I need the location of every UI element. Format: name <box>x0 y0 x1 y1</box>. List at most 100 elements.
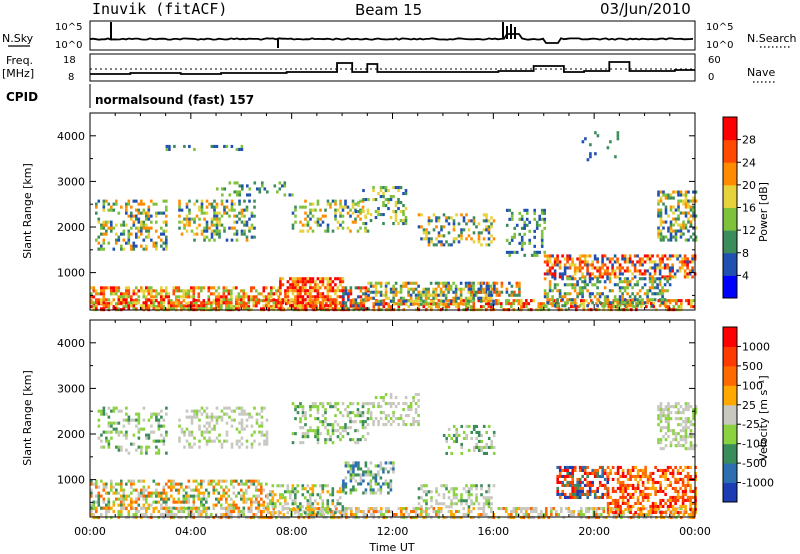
heatmap-cell <box>619 474 622 478</box>
heatmap-cell <box>614 510 617 514</box>
heatmap-cell <box>629 495 632 499</box>
heatmap-cell <box>614 498 617 502</box>
heatmap-cell <box>663 298 667 302</box>
heatmap-cell <box>145 488 148 492</box>
heatmap-cell <box>165 208 168 212</box>
heatmap-cell <box>372 491 375 495</box>
heatmap-cell <box>480 487 483 491</box>
heatmap-cell <box>568 471 572 475</box>
heatmap-cell <box>551 272 554 276</box>
heatmap-cell <box>142 292 146 296</box>
heatmap-cell <box>217 479 221 483</box>
heatmap-cell <box>351 220 355 224</box>
heatmap-cell <box>417 225 421 229</box>
heatmap-cell <box>551 304 554 308</box>
heatmap-cell <box>643 301 647 305</box>
heatmap-cell <box>684 214 688 218</box>
heatmap-cell <box>460 302 463 306</box>
heatmap-cell <box>336 301 340 305</box>
heatmap-cell <box>299 420 302 424</box>
heatmap-cell <box>447 490 451 494</box>
heatmap-cell <box>382 204 385 208</box>
heatmap-cell <box>331 499 335 503</box>
heatmap-cell <box>342 286 345 290</box>
heatmap-cell <box>238 439 241 443</box>
heatmap-cell <box>142 226 146 230</box>
heatmap-cell <box>304 217 307 221</box>
heatmap-cell <box>611 510 615 514</box>
heatmap-cell <box>326 280 330 284</box>
heatmap-cell <box>502 507 506 511</box>
heatmap-cell <box>359 467 363 471</box>
heatmap-cell <box>107 442 111 446</box>
heatmap-cell <box>304 286 307 290</box>
heatmap-cell <box>185 229 189 233</box>
heatmap-cell <box>586 492 589 496</box>
heatmap-cell <box>319 420 322 424</box>
heatmap-cell <box>455 496 458 500</box>
heatmap-cell <box>162 506 166 510</box>
heatmap-cell <box>366 229 370 233</box>
heatmap-cell <box>294 280 297 284</box>
heatmap-cell <box>638 289 642 293</box>
heatmap-cell <box>167 295 171 299</box>
heatmap-cell <box>240 424 244 428</box>
heatmap-cell <box>359 217 362 221</box>
heatmap-cell <box>127 289 131 293</box>
heatmap-cell <box>374 210 378 214</box>
heatmap-cell <box>692 205 695 209</box>
heatmap-cell <box>459 290 463 294</box>
heatmap-cell <box>688 272 692 276</box>
heatmap-cell <box>682 220 685 224</box>
heatmap-cell <box>227 301 231 305</box>
heatmap-cell <box>507 516 511 520</box>
heatmap-cell <box>316 429 320 433</box>
heatmap-cell <box>200 433 204 437</box>
heatmap-cell <box>120 244 123 248</box>
heatmap-cell <box>677 223 680 227</box>
heatmap-cell <box>145 286 148 290</box>
heatmap-cell <box>105 304 108 308</box>
heatmap-cell <box>210 217 214 221</box>
heatmap-cell <box>105 229 108 233</box>
heatmap-cell <box>182 304 186 308</box>
heatmap-cell <box>252 500 256 504</box>
heatmap-cell <box>115 223 118 227</box>
heatmap-cell <box>294 283 297 287</box>
heatmap-cell <box>178 424 181 428</box>
heatmap-cell <box>187 295 191 299</box>
heatmap-cell <box>289 277 292 281</box>
heatmap-cell <box>618 289 622 293</box>
heatmap-cell <box>573 304 577 308</box>
heatmap-cell <box>309 508 312 512</box>
heatmap-cell <box>344 307 348 311</box>
heatmap-cell <box>676 254 679 258</box>
heatmap-cell <box>190 217 194 221</box>
heatmap-cell <box>377 516 381 520</box>
heatmap-cell <box>651 483 655 487</box>
heatmap-cell <box>187 494 191 498</box>
heatmap-cell <box>596 489 599 493</box>
heatmap-cell <box>281 493 285 497</box>
heatmap-cell <box>326 432 330 436</box>
heatmap-cell <box>445 299 448 303</box>
heatmap-cell <box>304 298 307 302</box>
heatmap-cell <box>162 442 166 446</box>
heatmap-cell <box>472 484 476 488</box>
heatmap-cell <box>200 232 204 236</box>
heatmap-cell <box>135 516 138 520</box>
heatmap-cell <box>399 287 403 291</box>
heatmap-cell <box>182 295 186 299</box>
heatmap-cell <box>589 155 592 159</box>
heatmap-cell <box>100 292 103 296</box>
heatmap-cell <box>253 214 256 218</box>
heatmap-cell <box>266 502 270 506</box>
heatmap-cell <box>616 137 620 141</box>
heatmap-cell <box>253 226 256 230</box>
heatmap-cell <box>425 484 428 488</box>
heatmap-cell <box>342 292 345 296</box>
heatmap-cell <box>132 223 136 227</box>
heatmap-cell <box>223 208 226 212</box>
heatmap-cell <box>679 504 682 508</box>
heatmap-cell <box>97 516 101 520</box>
